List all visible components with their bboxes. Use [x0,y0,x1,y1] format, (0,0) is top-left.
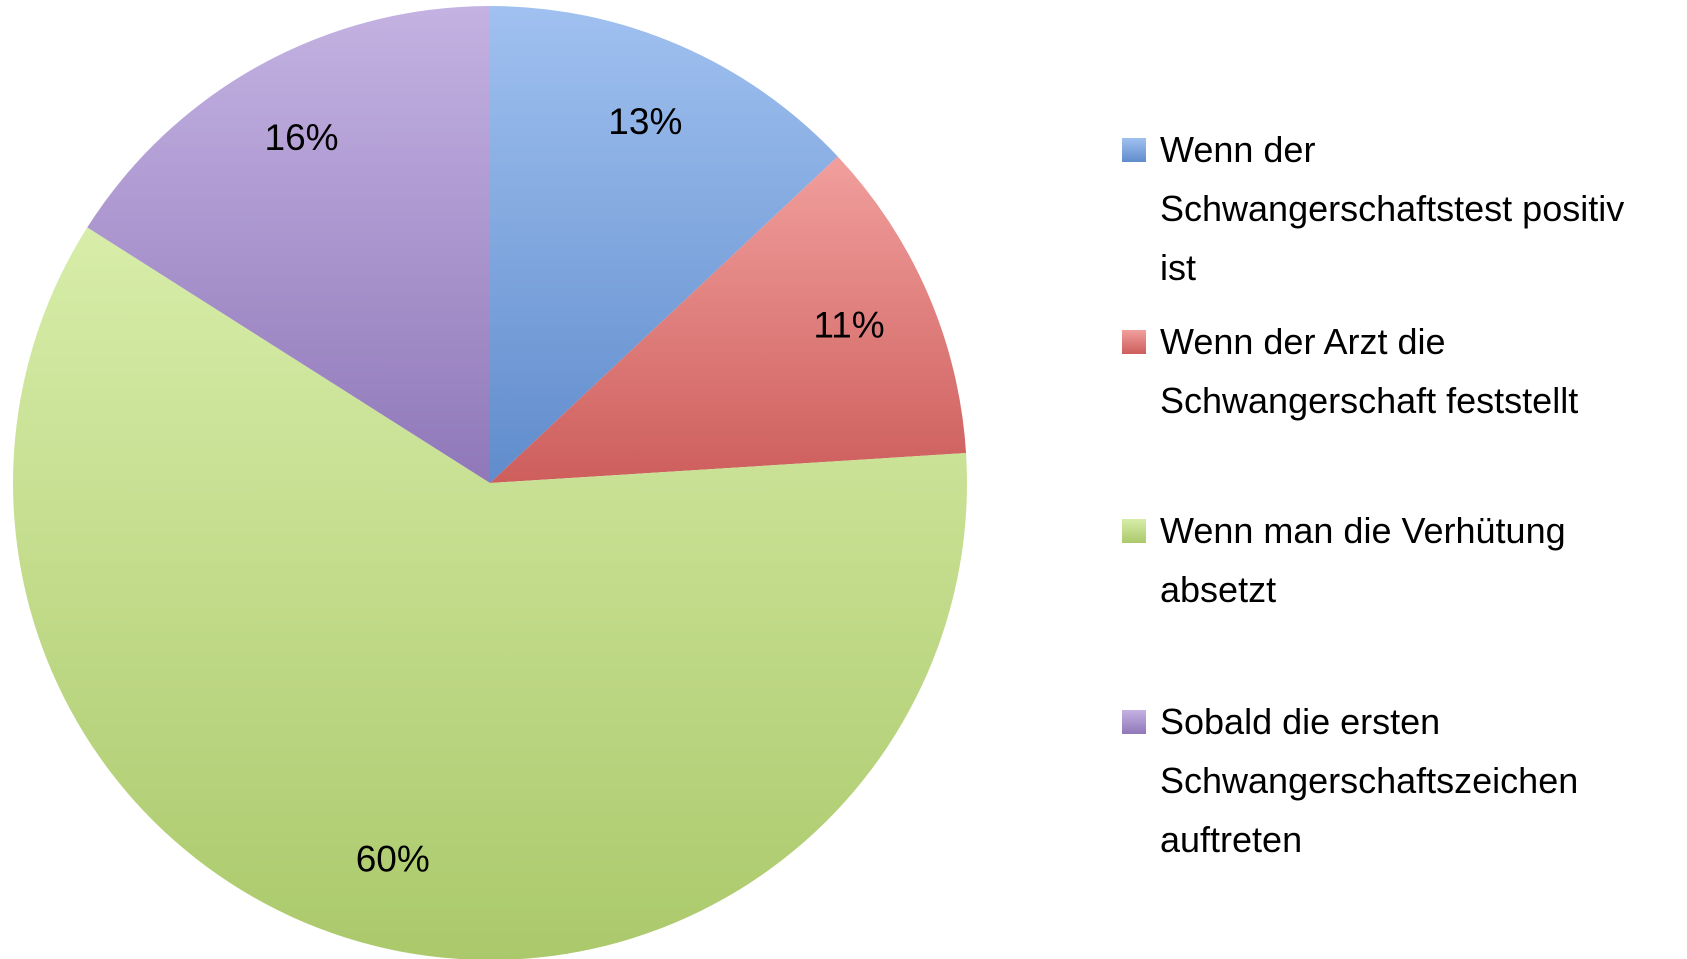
pie-slice [490,156,967,484]
legend-item: Wenn der Schwangerschaftstest positiv is… [1122,120,1642,297]
legend-item: Wenn man die Verhütung absetzt [1122,501,1642,619]
pie-slice [490,6,838,483]
data-label: 60% [356,839,430,880]
pie-slice [87,6,490,483]
legend-label: Wenn der Schwangerschaftstest positiv is… [1160,129,1625,288]
legend-label: Wenn der Arzt die Schwangerschaft festst… [1160,321,1579,421]
data-label: 16% [265,117,339,158]
legend-item: Sobald die ersten Schwangerschaftszeiche… [1122,692,1642,869]
legend-swatch [1122,519,1146,543]
data-label: 11% [813,304,884,345]
data-label: 13% [608,101,682,142]
legend-swatch [1122,710,1146,734]
legend-label: Wenn man die Verhütung absetzt [1160,510,1566,610]
legend-label: Sobald die ersten Schwangerschaftszeiche… [1160,701,1579,860]
legend-swatch [1122,330,1146,354]
legend-swatch [1122,138,1146,162]
pie-slice [13,227,967,959]
legend-item: Wenn der Arzt die Schwangerschaft festst… [1122,312,1642,430]
